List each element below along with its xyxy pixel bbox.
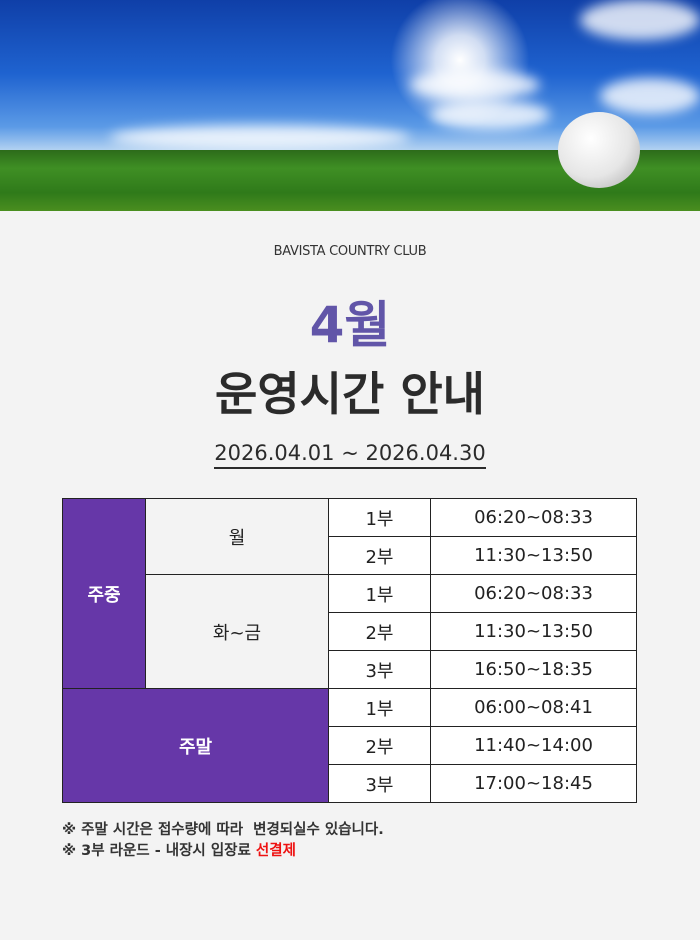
prepay-highlight: 선결제 — [255, 843, 296, 859]
table-row: 3부 16:50~18:35 — [63, 650, 637, 689]
notes: ※ 주말 시간은 접수량에 따라 변경되실수 있습니다. ※ 3부 라운드 - … — [62, 820, 384, 862]
time-cell: 16:50~18:35 — [430, 650, 637, 689]
part-cell: 2부 — [328, 726, 431, 765]
note-line: ※ 주말 시간은 접수량에 따라 변경되실수 있습니다. — [62, 822, 384, 838]
period-text: 2026.04.01 ~ 2026.04.30 — [214, 441, 486, 469]
period: 2026.04.01 ~ 2026.04.30 — [0, 441, 700, 469]
part-cell: 1부 — [328, 498, 431, 537]
month-heading: 4월 — [309, 296, 391, 354]
day-label: 월 — [145, 498, 329, 575]
table-row: 2부 11:30~13:50 — [63, 536, 637, 575]
part-cell: 2부 — [328, 536, 431, 575]
note-line: ※ 3부 라운드 - 내장시 입장료 선결제 — [62, 841, 384, 862]
weekday-label: 주중 — [62, 498, 146, 689]
time-cell: 11:40~14:00 — [430, 726, 637, 765]
table-row: 3부 17:00~18:45 — [63, 764, 637, 803]
note-text: ※ 3부 라운드 - 내장시 입장료 — [62, 843, 256, 859]
time-cell: 17:00~18:45 — [430, 764, 637, 803]
hero-golf-image — [0, 0, 700, 211]
weekend-label: 주말 — [62, 688, 329, 803]
table-row: 2부 11:40~14:00 — [63, 726, 637, 765]
page-title: 운영시간 안내 — [215, 367, 485, 421]
part-cell: 3부 — [328, 764, 431, 803]
golf-ball — [558, 112, 640, 188]
club-name: BAVISTA COUNTRY CLUB — [273, 244, 427, 259]
time-cell: 06:20~08:33 — [430, 574, 637, 613]
part-cell: 1부 — [328, 688, 431, 727]
time-cell: 06:20~08:33 — [430, 498, 637, 537]
part-cell: 1부 — [328, 574, 431, 613]
part-cell: 3부 — [328, 650, 431, 689]
time-cell: 11:30~13:50 — [430, 612, 637, 651]
table-row: 주말 1부 06:00~08:41 — [62, 688, 637, 803]
part-cell: 2부 — [328, 612, 431, 651]
table-row: 주중 월 1부 06:20~08:33 — [62, 498, 637, 689]
schedule-table: 주중 월 1부 06:20~08:33 2부 11:30~13:50 화~금 1… — [62, 498, 637, 803]
table-row: 화~금 1부 06:20~08:33 — [63, 574, 637, 689]
time-cell: 11:30~13:50 — [430, 536, 637, 575]
time-cell: 06:00~08:41 — [430, 688, 637, 727]
table-row: 2부 11:30~13:50 — [63, 612, 637, 651]
day-label: 화~금 — [145, 574, 329, 689]
